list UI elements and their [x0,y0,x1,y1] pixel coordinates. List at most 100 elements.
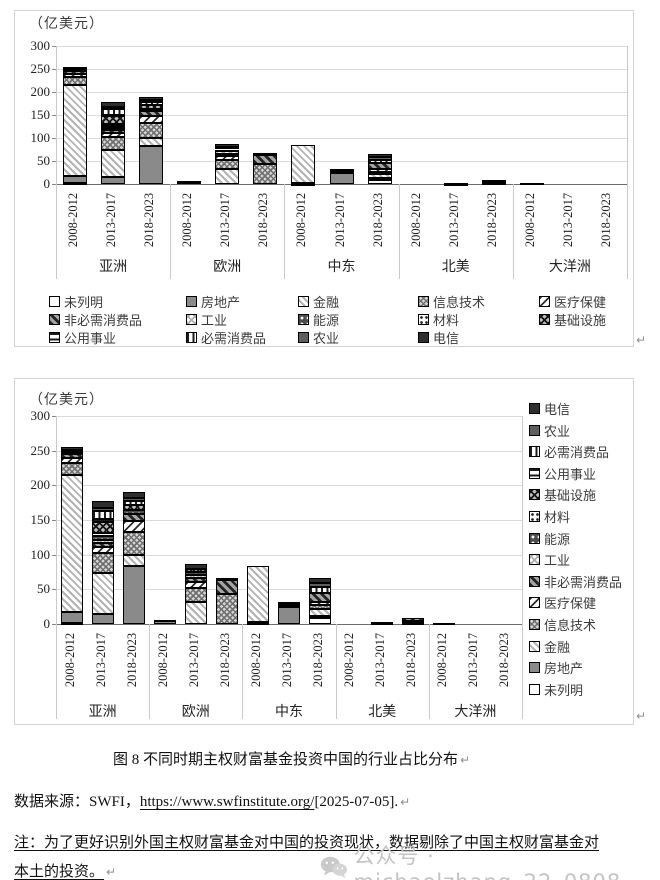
legend-swatch-icon [186,296,197,307]
bar-segment [91,507,114,511]
period-tick-label: 2018-2023 [256,192,271,248]
bar-segment [60,611,83,623]
bar-segment [91,552,114,574]
bar-segment [253,154,278,165]
bar-segment [184,601,207,624]
period-tick-label: 2008-2012 [248,632,263,688]
bar-segment [215,594,238,624]
y-axis-tick [52,520,56,521]
bar-segment [309,605,332,610]
bar-segment [184,587,207,602]
bar-segment [309,578,332,584]
legend-item: 能源 [529,529,570,548]
category-separator [398,184,400,279]
bar-segment [101,132,126,137]
bar-segment [139,100,164,103]
bar-segment [184,582,207,588]
watermark: 公众号 · michaelzhang_22_0808 [320,840,660,880]
legend-label: 农业 [313,331,340,346]
period-tick-label: 2018-2023 [404,632,419,688]
bar-segment [309,601,332,606]
bar-segment [101,128,126,131]
category-separator [149,624,151,719]
bar-segment [63,66,88,69]
period-tick-label: 2013-2017 [446,192,461,248]
period-tick-label: 2013-2017 [280,632,294,688]
y-axis-tick [52,624,56,625]
legend-swatch-icon [529,554,540,566]
chart-industry-by-period-top[interactable]: （亿美元） 0 50 100 150 200 250 300 亚洲 欧洲 中东 北美 大洋洲 2008-2… [14,10,634,347]
legend-swatch-icon [529,532,540,544]
chart-industry-by-period-bottom[interactable]: （亿美元） 0 50 100 150 200 250 300 亚洲 欧洲 中东 北美 大洋洲 2008-2… [14,378,634,725]
bar-segment [122,521,145,533]
bar-segment [481,182,506,185]
legend-swatch-icon [529,511,540,522]
legend-swatch-icon [539,296,550,307]
bar-segment [402,618,425,622]
bar-segment [371,621,394,624]
period-tick-label: 2008-2012 [155,632,170,688]
bar-segment [91,613,114,624]
legend-label: 未列明 [544,682,584,698]
bar-segment [101,136,126,151]
legend-label: 信息技术 [544,618,597,633]
period-tick-label: 2018-2023 [217,632,232,688]
legend-item: 金融 [298,292,339,311]
bar-segment [91,542,114,548]
legend-item: 农业 [298,328,339,347]
period-tick-label: 2018-2023 [142,192,157,248]
figure-caption-text: 图 8 不同时期主权财富基金投资中国的行业占比分布 [113,752,459,768]
bar-segment [122,510,145,515]
source-link[interactable]: https://www.swfinstitute.org/ [139,794,315,810]
bar-segment [481,180,506,183]
legend-swatch-icon [49,296,60,307]
gridline [56,92,627,93]
bar-segment [215,149,240,152]
bar-segment [184,572,207,575]
gridline [56,138,627,139]
period-tick-label: 2013-2017 [373,632,388,688]
y-axis-tick-label: 0 [43,176,51,191]
paragraph-mark: ↵ [636,333,647,347]
bar-segment [309,583,332,588]
legend-swatch-icon [529,424,540,436]
period-tick-label: 2013-2017 [218,192,233,248]
bar-segment [139,104,164,109]
period-tick-label: 2013-2017 [104,192,119,248]
bar-segment [139,111,164,116]
legend-label: 材料 [544,510,571,525]
bar-segment [184,564,207,569]
category-separator [627,46,628,279]
region-label: 大洋洲 [454,705,497,720]
bar-segment [122,554,145,567]
legend-swatch-icon [529,446,540,458]
bar-segment [309,615,332,618]
period-tick-label: 2013-2017 [186,632,201,688]
bar-segment [63,77,88,86]
bar-segment [101,116,126,124]
watermark-text: 公众号 · michaelzhang_22_0808 [353,844,620,880]
region-label: 亚洲 [99,260,128,275]
bar-segment [139,145,164,184]
legend-item: 必需消费品 [529,442,609,461]
gridline [56,115,627,116]
bar-segment [246,621,269,624]
legend-label: 必需消费品 [544,445,610,461]
legend-item: 金融 [529,637,570,656]
legend-swatch-icon [529,597,540,609]
y-axis-tick-label: 200 [30,84,51,99]
paragraph-mark: ↵ [106,865,117,879]
legend-item: 必需消费品 [186,328,266,347]
bar-segment [433,622,456,625]
period-tick-label: 2018-2023 [124,632,139,688]
period-tick-label: 2008-2012 [522,192,537,248]
y-axis-tick-label: 300 [30,38,51,53]
bar-segment [246,565,269,622]
bar-segment [215,156,240,161]
bar-segment [215,160,240,170]
legend-swatch-icon [529,683,540,695]
legend-item: 材料 [418,310,459,329]
period-tick-label: 2013-2017 [93,632,108,688]
bar-segment [215,169,240,184]
gridline [56,46,627,47]
